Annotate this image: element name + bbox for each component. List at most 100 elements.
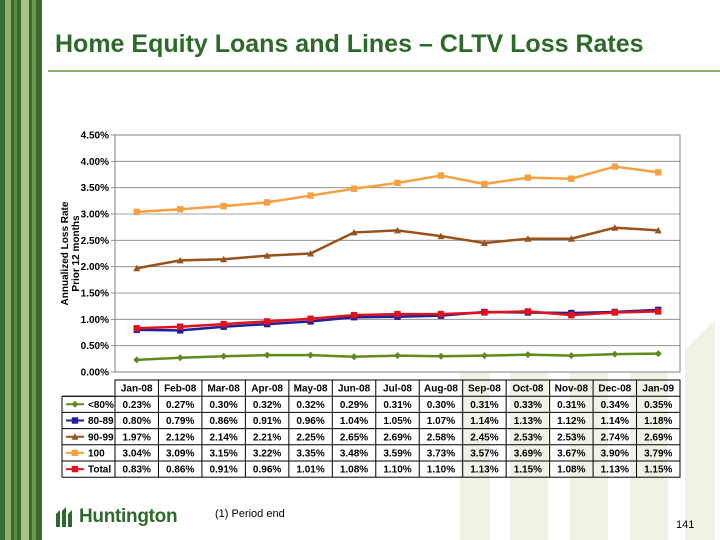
data-label: 0.86% [166,465,194,476]
legend-label: 100 [88,449,105,460]
legend-label: Total [88,465,111,476]
y-tick-label: 2.50% [81,236,109,247]
y-tick-label: 4.00% [81,157,109,168]
x-tick-label: Jan-08 [121,384,153,395]
x-tick-label: Nov-08 [555,384,589,395]
data-label: 0.80% [123,416,151,427]
data-point [611,224,619,231]
data-point [437,172,445,179]
data-point [263,199,271,206]
data-point [437,232,445,240]
data-point [176,354,184,362]
data-point [133,356,141,364]
data-label: 2.53% [514,432,542,443]
data-point [524,308,532,315]
page-title: Home Equity Loans and Lines – CLTV Loss … [55,30,644,58]
data-label: 1.97% [123,432,151,443]
data-label: 0.79% [166,416,194,427]
data-point [655,169,662,176]
data-point [654,226,662,234]
data-label: 2.14% [209,432,237,443]
y-tick-label: 1.50% [81,289,109,300]
data-label: 1.14% [470,416,498,427]
data-label: 0.32% [296,400,324,411]
data-label: 3.79% [644,449,672,460]
data-label: 2.69% [383,432,411,443]
data-point [394,226,401,234]
data-point [263,252,271,259]
data-point [307,250,315,257]
data-label: 3.22% [253,449,281,460]
x-tick-label: Feb-08 [164,384,197,395]
data-point [307,351,315,359]
data-label: 1.13% [514,416,542,427]
data-label: 3.67% [557,449,585,460]
data-label: 1.13% [470,465,498,476]
data-point [654,350,662,358]
data-point [437,310,445,318]
data-label: 1.15% [514,465,542,476]
data-label: 0.29% [340,400,368,411]
data-point [568,311,575,319]
data-point [394,310,401,318]
x-tick-label: Sep-08 [468,384,501,395]
data-point [71,465,79,473]
footnote: (1) Period end [215,508,285,520]
left-stripe-decoration [0,0,42,540]
data-label: 3.59% [383,449,411,460]
legend-label: 90-99 [88,432,114,443]
data-point [437,352,445,360]
data-label: 2.21% [253,432,281,443]
data-point [176,256,184,264]
plot-area [114,134,681,373]
data-label: 0.30% [209,400,237,411]
data-label: 0.34% [601,400,629,411]
data-label: 0.91% [253,416,281,427]
huntington-logo-icon [56,507,72,527]
title-divider [48,70,720,72]
data-label: 0.30% [427,400,455,411]
logo-text: Huntington [79,506,178,527]
data-label: 3.04% [123,449,151,460]
data-point [133,325,140,332]
data-label: 3.35% [296,449,324,460]
data-label: 1.04% [340,416,368,427]
data-point [220,352,228,360]
data-label: 3.15% [209,449,237,460]
data-label: 1.12% [557,416,585,427]
data-label: 1.01% [296,465,324,476]
x-tick-label: Aug-08 [424,384,458,395]
data-point [350,185,358,192]
data-label: 0.33% [514,400,542,411]
data-point [133,208,140,216]
data-point [611,350,619,358]
data-point [263,318,271,325]
data-label: 3.90% [601,449,629,460]
data-label: 2.74% [601,432,629,443]
x-tick-label: Apr-08 [251,384,283,395]
x-tick-label: Mar-08 [208,384,241,395]
data-point [568,175,575,182]
data-point [524,235,532,242]
legend-label: <80% [88,400,114,411]
data-label: 2.12% [166,432,194,443]
data-point [71,449,79,457]
data-label: 0.86% [209,416,237,427]
data-label: 1.07% [427,416,455,427]
data-point [394,179,401,187]
data-label: 0.96% [296,416,324,427]
data-label: 1.10% [427,465,455,476]
data-point [567,235,575,242]
y-tick-label: 3.00% [81,210,109,221]
loss-rate-chart: 0.00% 0.50% 1.00% 1.50% 2.00% 2.50% 3.00% 3.50%… [60,131,681,478]
data-label: 1.14% [601,416,629,427]
data-point [481,309,488,316]
data-label: 0.35% [644,400,672,411]
data-label: 2.25% [296,432,324,443]
huntington-logo: Huntington [55,506,178,528]
data-label: 3.69% [514,449,542,460]
data-label: 1.08% [340,465,368,476]
data-point [71,417,79,424]
y-tick-label: 0.00% [81,368,109,379]
data-point [480,239,488,246]
